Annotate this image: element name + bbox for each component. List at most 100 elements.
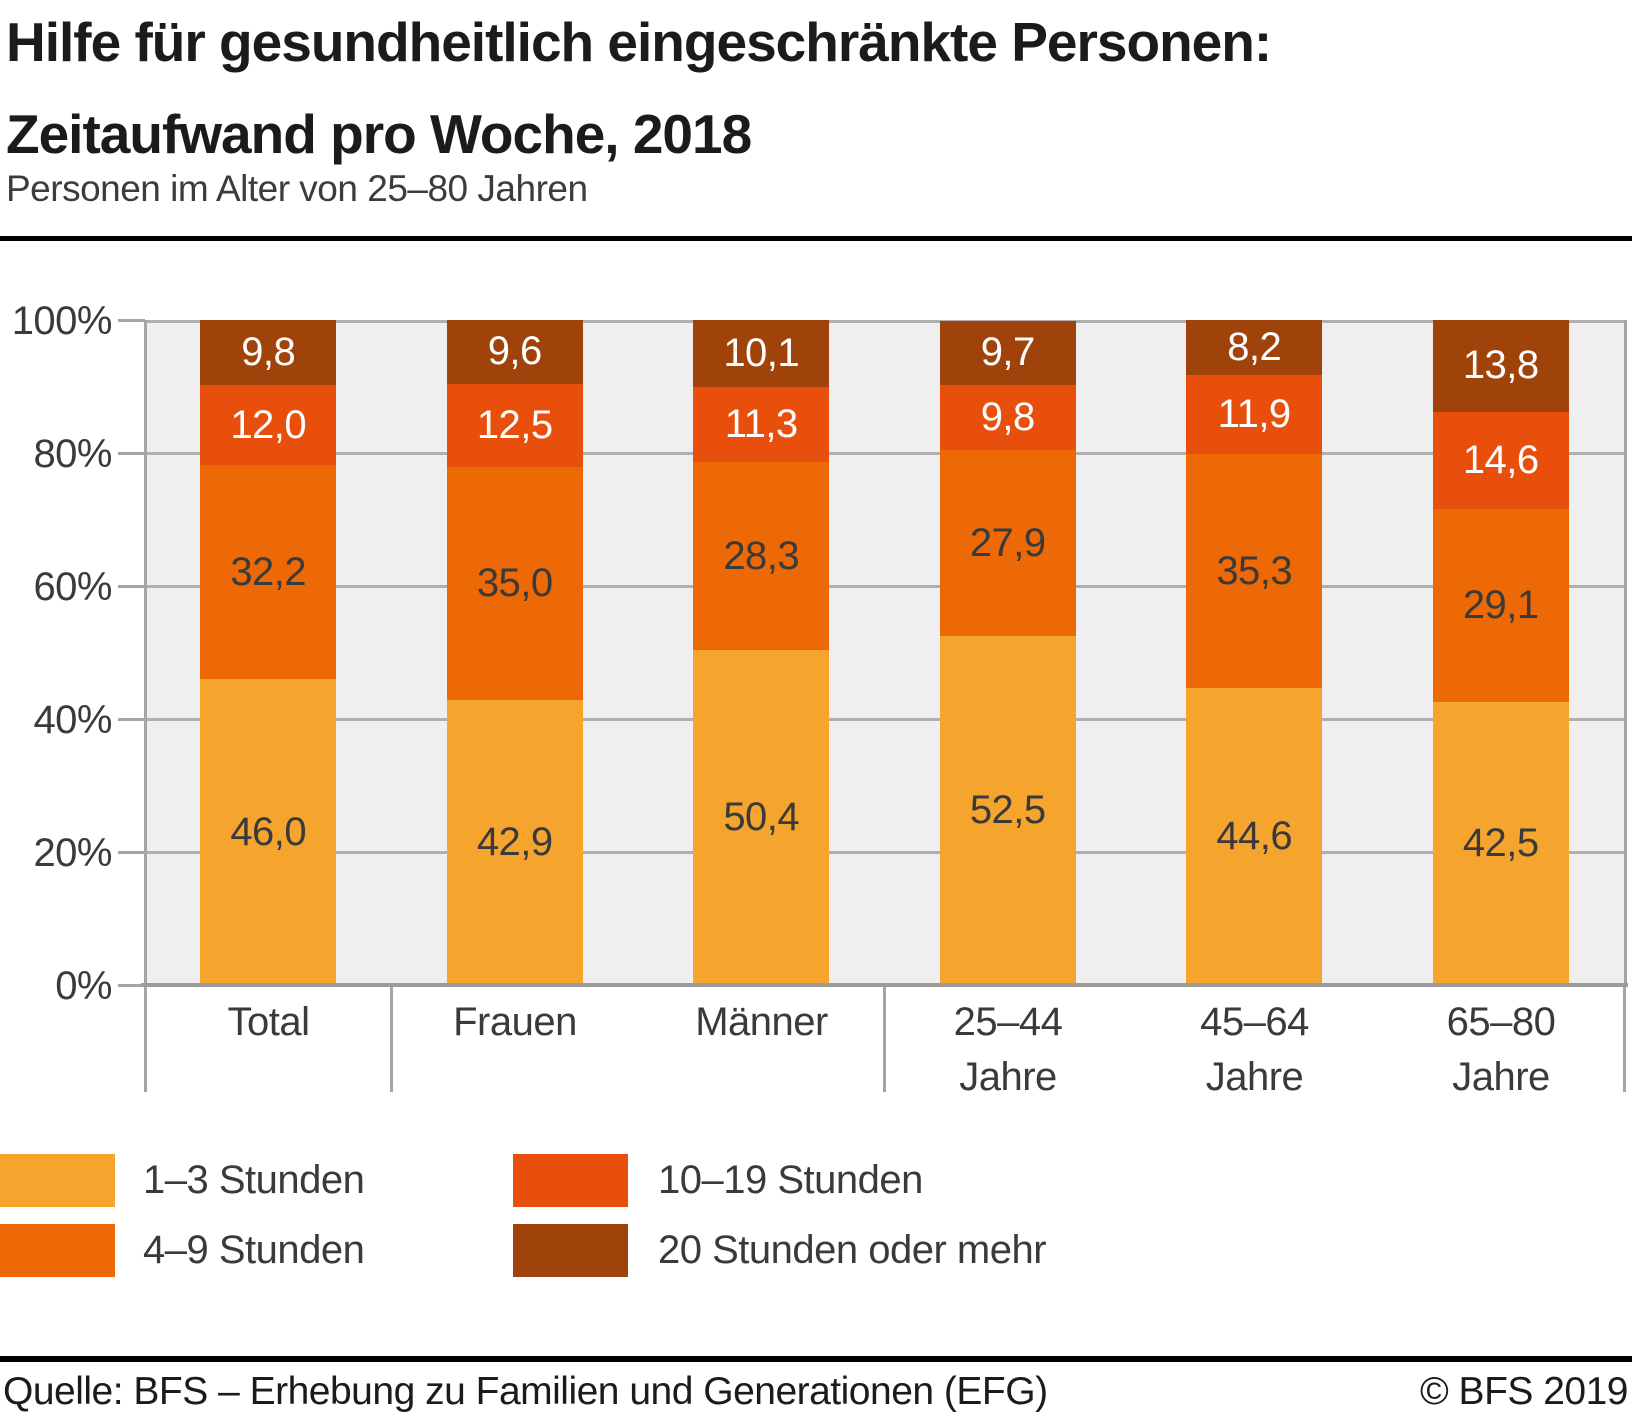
segment-25-44-jahre-4-9-stunden: 27,9	[939, 450, 1076, 636]
bar-65-80-jahre: 42,5 29,1 14,6 13,8	[1432, 320, 1569, 985]
legend-item-10-19-stunden: 10–19 Stunden	[513, 1154, 923, 1207]
x-axis-baseline	[141, 983, 1628, 987]
segment-manner-1-3-stunden: 50,4	[693, 650, 830, 985]
copyright-note: © BFS 2019	[1419, 1370, 1629, 1412]
plot-border-right	[1624, 320, 1627, 985]
footer-divider	[0, 1356, 1632, 1362]
value-label: 35,3	[1216, 548, 1293, 593]
value-label: 52,5	[969, 787, 1046, 832]
segment-65-80-jahre-4-9-stunden: 29,1	[1432, 508, 1569, 703]
segment-65-80-jahre-1-3-stunden: 42,5	[1432, 702, 1569, 985]
segment-frauen-1-3-stunden: 42,9	[446, 699, 583, 985]
value-label: 9,6	[487, 329, 543, 374]
gridline-60	[145, 585, 1624, 588]
legend-label-20-stunden-oder-mehr: 20 Stunden oder mehr	[658, 1228, 1047, 1272]
x-axis-label-line: Frauen	[453, 1000, 577, 1044]
x-axis-label-frauen: Frauen	[392, 995, 639, 1050]
legend-label-4-9-stunden: 4–9 Stunden	[143, 1228, 365, 1272]
value-label: 28,3	[723, 533, 800, 578]
x-axis-label-line: Jahre	[1205, 1055, 1304, 1099]
gridline-40	[145, 718, 1624, 721]
value-label: 9,8	[241, 330, 296, 375]
value-label: 42,9	[476, 819, 553, 864]
legend-swatch-4-9-stunden	[0, 1224, 115, 1277]
y-axis-label-80: 80%	[33, 432, 112, 476]
value-label: 32,2	[230, 549, 307, 594]
segment-manner-4-9-stunden: 28,3	[693, 462, 830, 651]
segment-total-10-19-stunden: 12,0	[200, 385, 337, 465]
x-axis-label-line: 45–64	[1200, 1000, 1309, 1044]
y-axis-label-40: 40%	[33, 698, 112, 742]
y-axis-tick-0	[118, 984, 145, 987]
legend-swatch-10-19-stunden	[513, 1154, 628, 1207]
segment-25-44-jahre-10-19-stunden: 9,8	[939, 385, 1076, 451]
bar-manner: 50,4 28,3 11,3 10,1	[693, 320, 830, 985]
segment-total-20-stunden-oder-mehr: 9,8	[200, 320, 337, 386]
legend-label-1-3-stunden: 1–3 Stunden	[143, 1158, 365, 1202]
value-label: 27,9	[969, 520, 1046, 565]
segment-manner-10-19-stunden: 11,3	[693, 387, 830, 463]
value-label: 44,6	[1216, 814, 1293, 859]
x-axis-label-line: Jahre	[1452, 1055, 1550, 1099]
legend-item-20-stunden-oder-mehr: 20 Stunden oder mehr	[513, 1224, 1047, 1277]
y-axis-label-20: 20%	[33, 831, 112, 875]
legend-label-10-19-stunden: 10–19 Stunden	[658, 1158, 923, 1202]
source-note: Quelle: BFS – Erhebung zu Familien und G…	[3, 1370, 1048, 1412]
y-axis-label-100: 100%	[11, 299, 113, 343]
x-axis-label-line: 25–44	[953, 1000, 1063, 1044]
segment-65-80-jahre-10-19-stunden: 14,6	[1432, 411, 1569, 509]
segment-45-64-jahre-1-3-stunden: 44,6	[1186, 688, 1323, 985]
y-axis-tick-20	[118, 851, 145, 854]
legend-item-4-9-stunden: 4–9 Stunden	[0, 1224, 365, 1277]
y-axis-tick-80	[118, 452, 145, 455]
plot-border-left	[144, 320, 147, 985]
segment-25-44-jahre-1-3-stunden: 52,5	[939, 635, 1076, 985]
value-label: 12,5	[476, 402, 553, 447]
segment-frauen-10-19-stunden: 12,5	[446, 383, 583, 467]
segment-65-80-jahre-20-stunden-oder-mehr: 13,8	[1432, 320, 1569, 412]
legend: 1–3 Stunden 4–9 Stunden 10–19 Stunden 20 St…	[0, 1154, 1632, 1279]
bar-45-64-jahre: 44,6 35,3 11,9 8,2	[1186, 320, 1323, 985]
segment-total-1-3-stunden: 46,0	[200, 679, 337, 985]
legend-item-1-3-stunden: 1–3 Stunden	[0, 1154, 365, 1207]
segment-frauen-4-9-stunden: 35,0	[446, 466, 583, 700]
bar-25-44-jahre: 52,5 27,9 9,8 9,7	[939, 320, 1076, 985]
value-label: 8,2	[1227, 324, 1282, 369]
x-axis-label-total: Total	[145, 995, 392, 1050]
value-label: 29,1	[1462, 583, 1539, 628]
segment-45-64-jahre-4-9-stunden: 35,3	[1186, 453, 1323, 689]
y-axis-tick-60	[118, 585, 145, 588]
page-title: Hilfe für gesundheitlich eingeschränkte …	[6, 0, 1272, 180]
segment-25-44-jahre-20-stunden-oder-mehr: 9,7	[939, 320, 1076, 386]
group-separator-1	[390, 985, 393, 1092]
legend-swatch-1-3-stunden	[0, 1154, 115, 1207]
gridline-100	[145, 320, 1624, 323]
x-axis-label-line: Jahre	[959, 1055, 1057, 1099]
x-axis-label-line: 65–80	[1446, 1000, 1556, 1044]
value-label: 11,3	[724, 402, 798, 447]
segment-45-64-jahre-20-stunden-oder-mehr: 8,2	[1186, 320, 1323, 375]
x-axis-label-line: Total	[227, 1000, 311, 1044]
y-axis-label-60: 60%	[33, 565, 112, 609]
value-label: 35,0	[476, 560, 553, 605]
x-axis-label-45-64-jahre: 45–64 Jahre	[1131, 995, 1378, 1105]
y-axis-label-0: 0%	[55, 964, 112, 1008]
y-axis-tick-100	[118, 319, 145, 322]
value-label: 13,8	[1462, 343, 1539, 388]
value-label: 9,7	[980, 330, 1036, 375]
gridline-80	[145, 452, 1624, 455]
gridline-20	[145, 851, 1624, 854]
group-separator-3	[1622, 985, 1626, 1092]
page-title-line2: Zeitaufwand pro Woche, 2018	[6, 103, 752, 165]
title-divider	[0, 236, 1632, 241]
value-label: 42,5	[1462, 821, 1539, 866]
value-label: 12,0	[230, 402, 307, 447]
bar-frauen: 42,9 35,0 12,5 9,6	[446, 320, 583, 985]
page-subtitle: Personen im Alter von 25–80 Jahren	[6, 168, 588, 209]
y-axis-tick-40	[118, 718, 145, 721]
x-axis-label-25-44-jahre: 25–44 Jahre	[885, 995, 1132, 1105]
value-label: 14,6	[1462, 437, 1539, 482]
value-label: 46,0	[230, 809, 307, 854]
